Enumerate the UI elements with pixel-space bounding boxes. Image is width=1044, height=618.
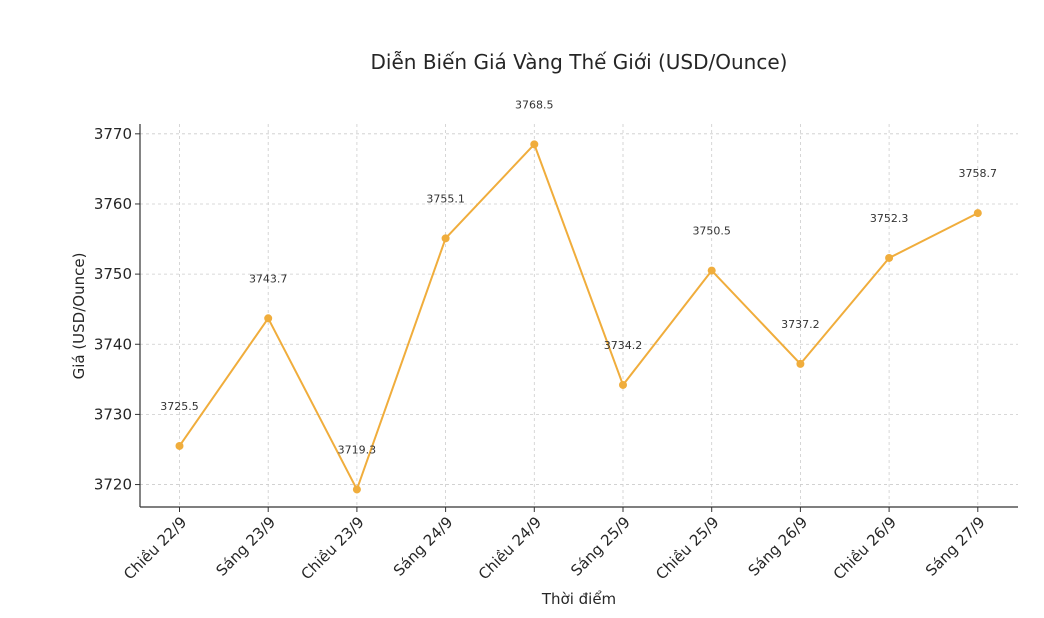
data-point	[796, 359, 805, 368]
data-point	[530, 140, 539, 149]
x-tick-label: Sáng 26/9	[745, 513, 812, 580]
data-point	[619, 380, 627, 389]
y-tick-label: 3730	[94, 405, 132, 423]
y-tick-label: 3740	[94, 335, 132, 353]
data-label: 3743.7	[249, 272, 288, 285]
x-tick-label: Chiều 23/9	[297, 513, 367, 583]
data-label: 3750.5	[692, 225, 731, 238]
y-tick-label: 3770	[94, 125, 132, 143]
data-point	[973, 209, 982, 218]
x-tick-label: Chiều 22/9	[120, 513, 190, 583]
y-tick-label: 3760	[94, 195, 132, 213]
data-label: 3725.5	[160, 400, 199, 413]
data-point	[175, 441, 184, 450]
x-tick-label: Sáng 25/9	[567, 513, 634, 580]
y-axis-label: Giá (USD/Ounce)	[70, 253, 88, 380]
x-tick-label: Chiều 24/9	[475, 513, 545, 583]
grid-lines	[140, 124, 1018, 507]
data-label: 3737.2	[781, 318, 820, 331]
data-point	[885, 253, 894, 262]
price-series	[175, 140, 982, 494]
y-ticks: 3720 3730 3740 3750 3760 3770	[94, 125, 140, 494]
y-tick-label: 3720	[94, 476, 132, 494]
series-line	[178, 143, 979, 491]
x-tick-label: Sáng 27/9	[922, 513, 989, 580]
x-tick-label: Chiều 25/9	[652, 513, 722, 583]
data-label: 3755.1	[426, 192, 465, 205]
data-point	[441, 234, 450, 243]
data-point	[352, 485, 361, 494]
x-tick-label: Sáng 23/9	[212, 513, 279, 580]
x-ticks: Chiều 22/9 Sáng 23/9 Chiều 23/9 Sáng 24/9 Ch…	[120, 507, 989, 583]
data-label: 3752.3	[870, 212, 909, 225]
data-label: 3734.2	[604, 339, 643, 352]
data-label: 3719.3	[338, 443, 377, 456]
x-tick-label: Chiều 26/9	[830, 513, 900, 583]
y-tick-label: 3750	[94, 265, 132, 283]
chart-title: Diễn Biến Giá Vàng Thế Giới (USD/Ounce)	[371, 50, 788, 74]
data-labels: 3725.5 3743.7 3719.3 3755.1 3768.5 3734.2 3750…	[160, 98, 997, 456]
data-point	[264, 314, 273, 323]
data-point	[707, 266, 716, 275]
data-label: 3758.7	[959, 167, 998, 180]
data-label: 3768.5	[515, 98, 554, 111]
x-tick-label: Sáng 24/9	[390, 513, 457, 580]
x-axis-label: Thời điểm	[541, 590, 616, 608]
